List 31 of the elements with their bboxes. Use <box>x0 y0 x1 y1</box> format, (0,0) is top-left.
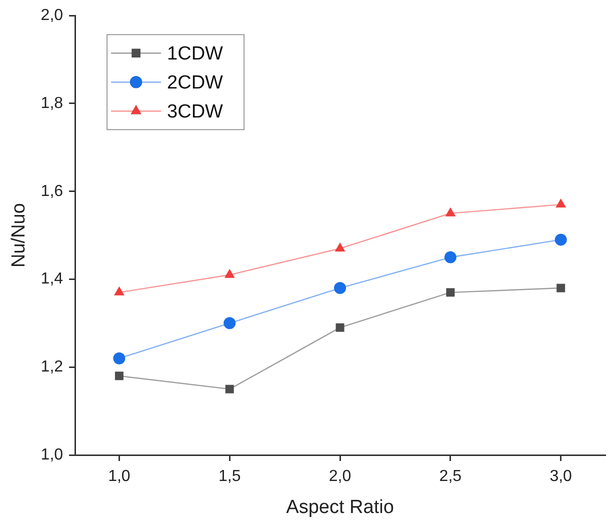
legend-label: 1CDW <box>167 43 224 64</box>
x-tick-label: 2,5 <box>439 468 462 486</box>
point <box>114 286 124 296</box>
y-tick-label: 1,2 <box>40 358 64 376</box>
y-tick-label: 1,8 <box>40 94 64 112</box>
point <box>334 242 346 252</box>
point <box>113 352 126 364</box>
point <box>446 288 455 297</box>
point <box>554 234 567 246</box>
y-tick-label: 1,4 <box>40 270 64 288</box>
point <box>445 207 456 216</box>
x-axis-title: Aspect Ratio <box>286 496 394 518</box>
point <box>224 317 236 330</box>
point <box>556 284 566 292</box>
legend-label: 3CDW <box>167 101 224 122</box>
y-tick-label: 1,0 <box>40 446 64 464</box>
legend-label: 2CDW <box>167 72 224 94</box>
point <box>334 282 346 294</box>
x-tick-label: 3,0 <box>550 468 572 486</box>
x-tick-label: 1,0 <box>108 468 130 486</box>
x-tick-label: 1,5 <box>218 468 241 486</box>
point <box>224 268 235 278</box>
y-axis-title: Nu/Nuo <box>8 203 30 268</box>
point <box>225 384 234 394</box>
point <box>114 372 124 380</box>
x-tick-label: 2,0 <box>328 468 352 486</box>
y-tick-label: 1,6 <box>40 182 64 200</box>
y-tick-label: 2,0 <box>40 7 64 24</box>
point <box>556 198 566 208</box>
point <box>444 251 456 264</box>
point <box>336 323 344 332</box>
